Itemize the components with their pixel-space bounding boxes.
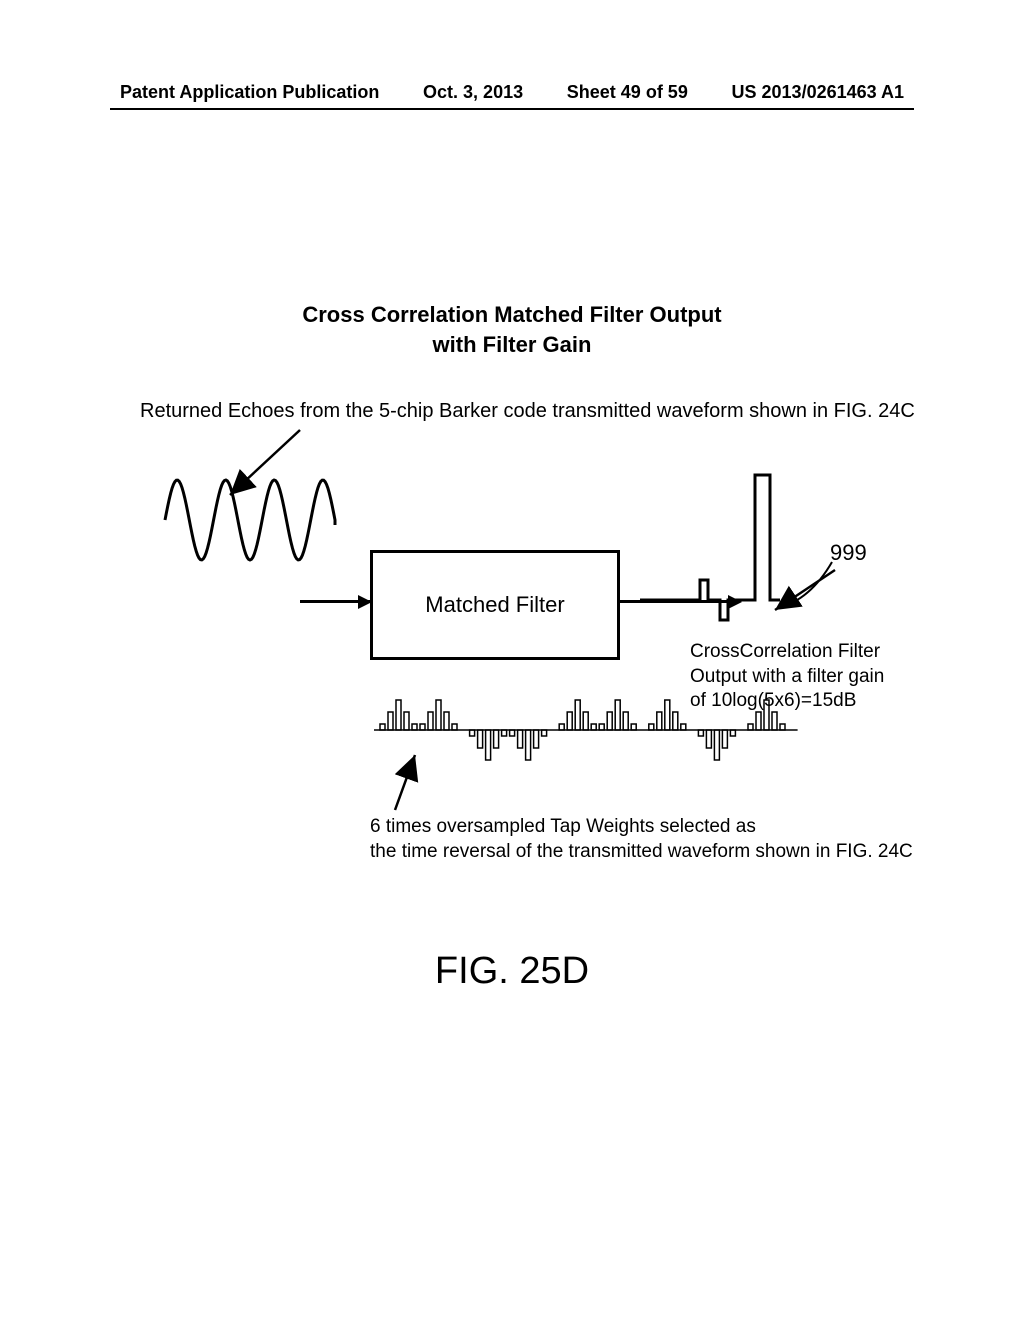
figure-label: FIG. 25D [0,950,1024,993]
output-caption: CrossCorrelation Filter Output with a fi… [690,640,884,714]
reference-number: 999 [830,540,867,566]
matched-filter-label: Matched Filter [425,592,564,618]
output-arrow [620,600,740,603]
matched-filter-box: Matched Filter [370,550,620,660]
tap-line1: 6 times oversampled Tap Weights selected… [370,815,913,840]
tap-weights-caption: 6 times oversampled Tap Weights selected… [370,815,913,864]
output-line2: Output with a filter gain [690,665,884,690]
output-line1: CrossCorrelation Filter [690,640,884,665]
input-arrow [300,600,370,603]
tap-line2: the time reversal of the transmitted wav… [370,840,913,865]
output-line3: of 10log(5x6)=15dB [690,689,884,714]
